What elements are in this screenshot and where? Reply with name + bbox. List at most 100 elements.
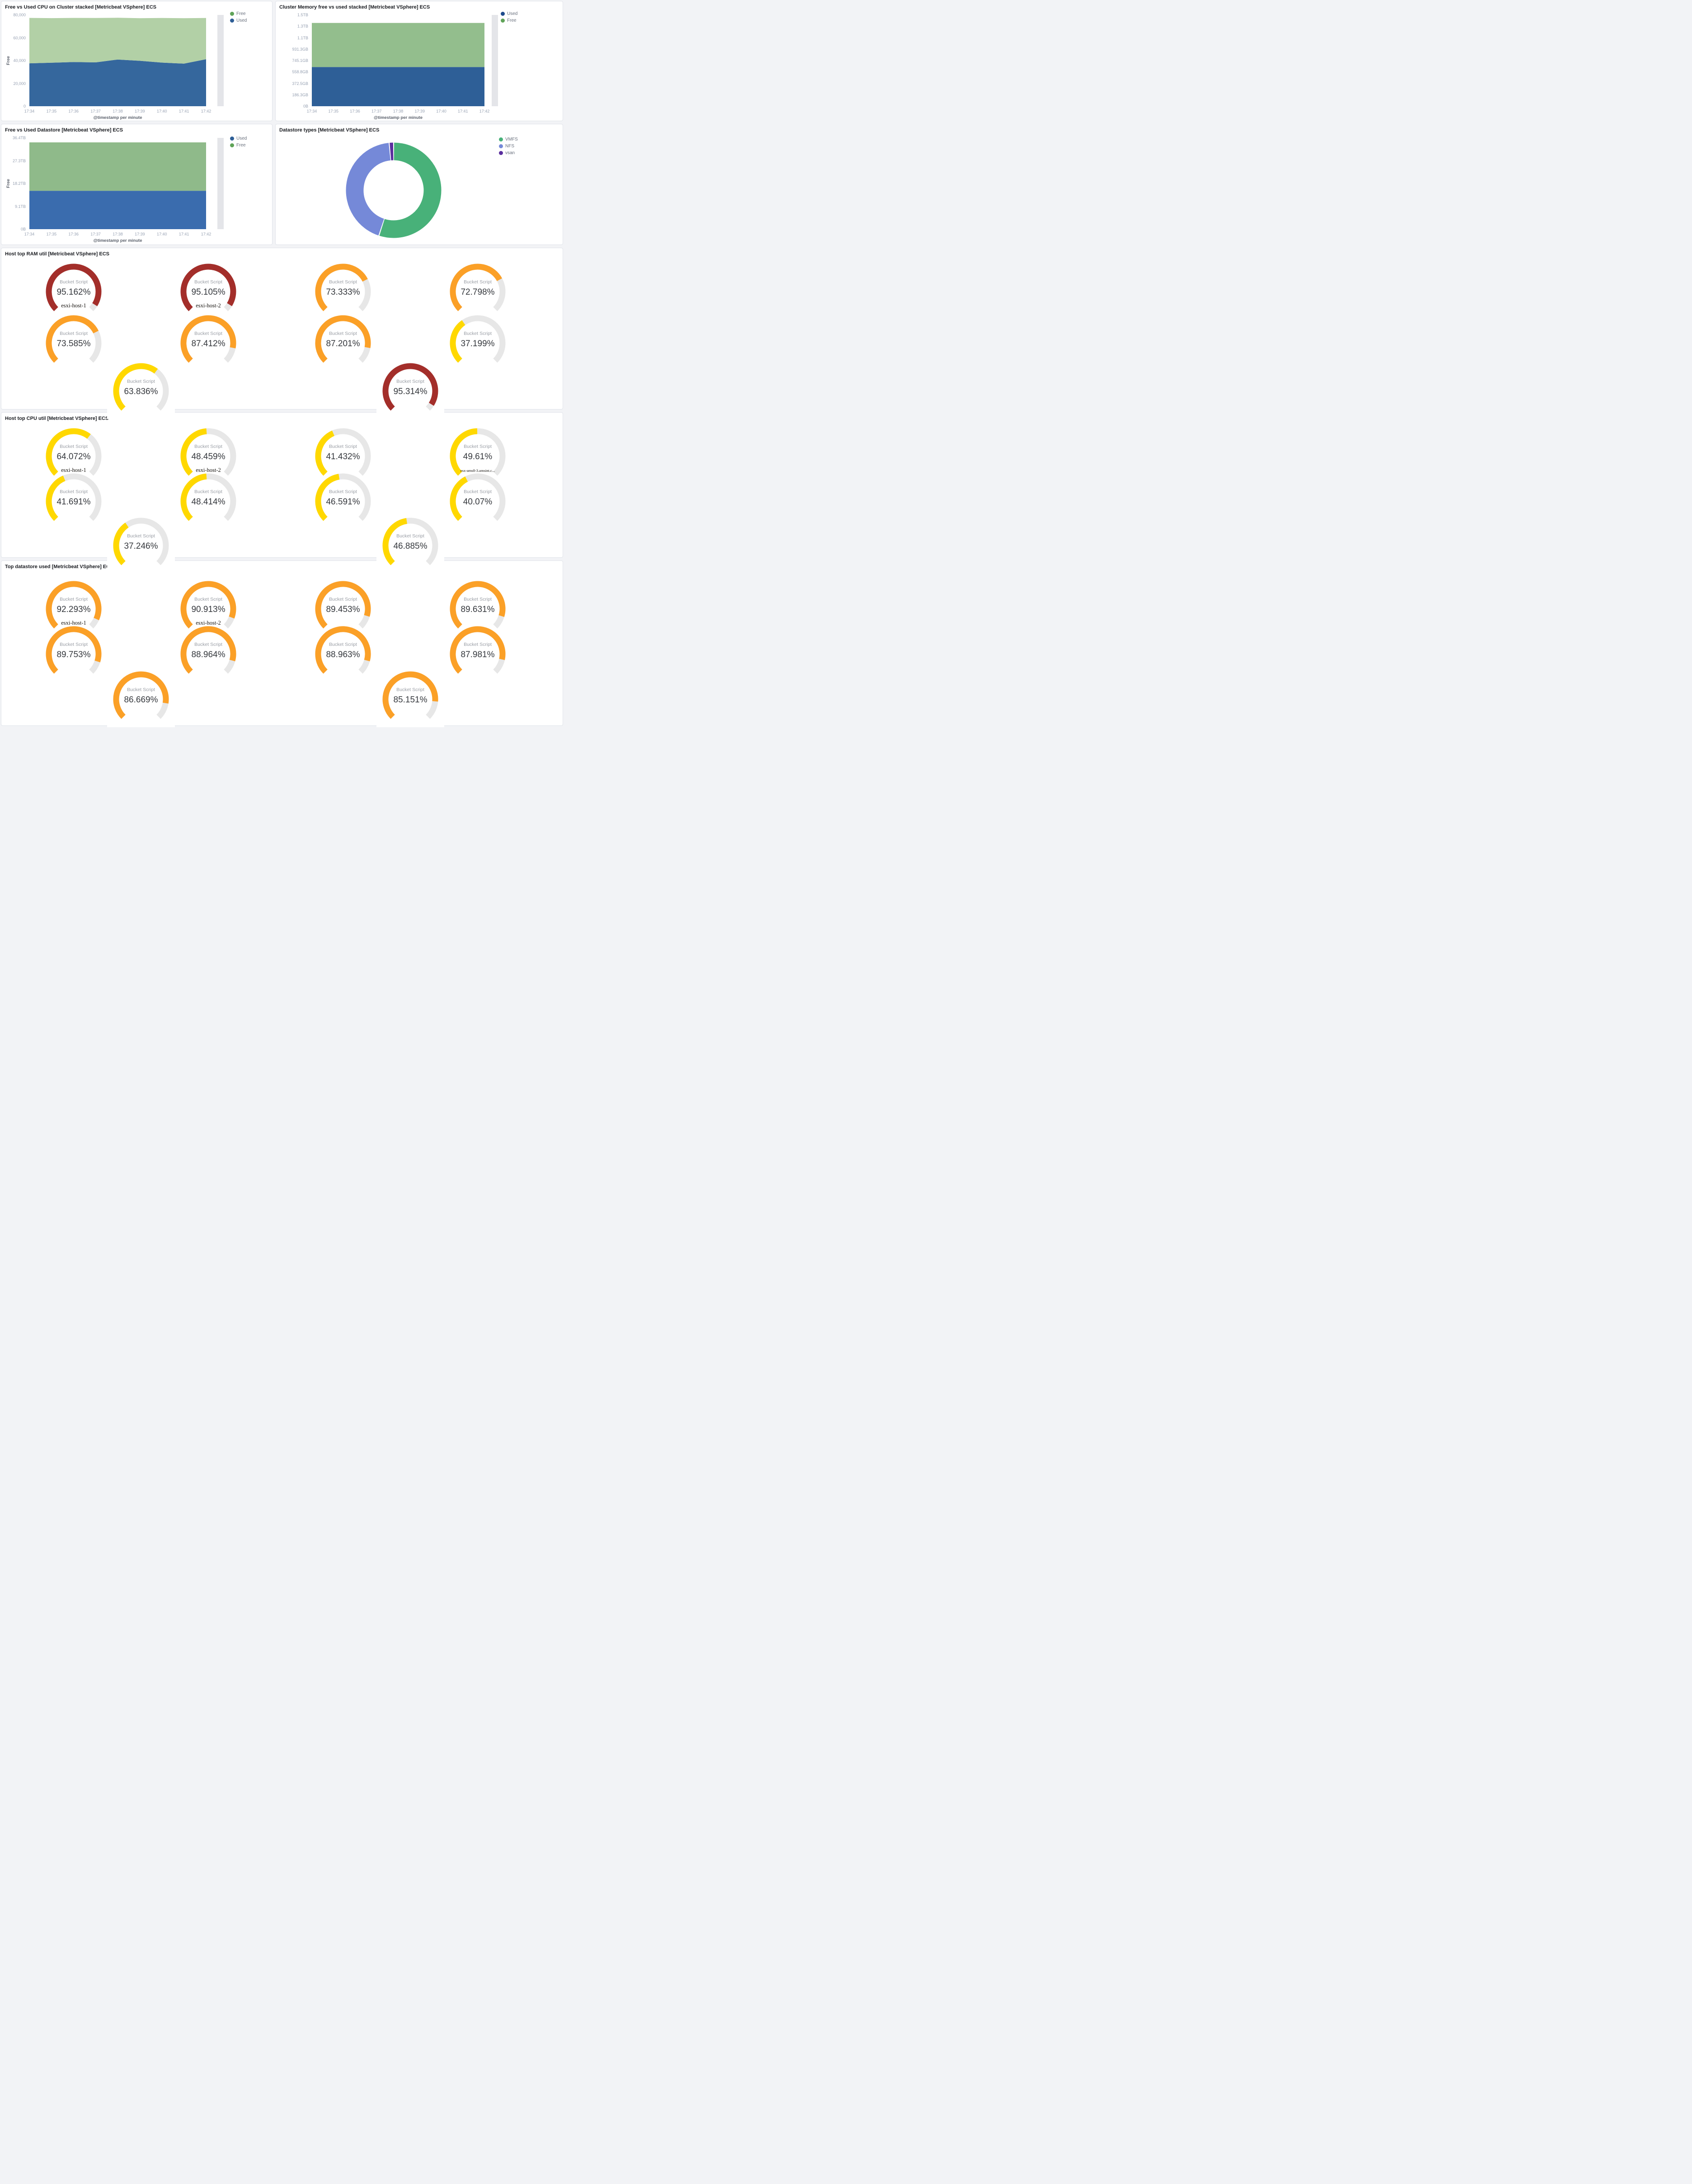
y-tick-label: 9.1TB — [14, 204, 26, 209]
gauge-metric-label: Bucket Script — [329, 331, 357, 336]
panel-title-cluster-memory[interactable]: Cluster Memory free vs used stacked [Met… — [279, 5, 430, 10]
gauge-value-arc — [450, 264, 503, 311]
gauge-value-arc — [180, 581, 236, 629]
x-tick-label: 17:34 — [306, 109, 317, 113]
gauge-value-arc — [180, 473, 207, 521]
legend-dot-free — [230, 12, 234, 16]
gauge-metric-label: Bucket Script — [60, 444, 88, 449]
y-tick-label: 18.2TB — [12, 181, 26, 186]
x-tick-label: 17:38 — [113, 232, 123, 236]
gauge-value-arc — [46, 315, 99, 363]
x-tick-label: 17:38 — [393, 109, 404, 113]
gauge-value-arc — [450, 581, 506, 629]
legend-item-free[interactable]: Free — [230, 143, 247, 148]
gauge-value-text: 87.412% — [191, 339, 225, 348]
y-tick-label: 80,000 — [13, 13, 26, 17]
y-axis-title: Free — [6, 56, 11, 66]
x-tick-label: 17:37 — [90, 232, 101, 236]
gauge-value-arc — [450, 476, 468, 521]
gauge-value-arc — [180, 626, 236, 674]
panel-title-host-cpu-util[interactable]: Host top CPU util [Metricbeat VSphere] E… — [5, 416, 109, 421]
gauge-value-text: 37.199% — [461, 339, 494, 348]
gauge-46.885: Bucket Script 46.885% — [376, 518, 444, 574]
gauge-metric-label: Bucket Script — [329, 444, 357, 449]
legend-dot-vmfs — [499, 137, 503, 141]
gauge-46.591: Bucket Script 46.591% — [309, 473, 377, 523]
gauge-value-text: 37.246% — [124, 541, 158, 551]
gauge-bucket-label: esxi-host-1 — [61, 302, 86, 309]
gauge-value-text: 92.293% — [56, 605, 90, 614]
legend-item-free[interactable]: Free — [230, 11, 247, 16]
gauge-bucket-label: esxi-host-2 — [196, 620, 221, 626]
gauge-metric-label: Bucket Script — [464, 444, 492, 449]
gauge-value-text: 88.964% — [191, 650, 225, 659]
legend-label: Used — [236, 136, 247, 141]
y-tick-label: 1.3TB — [297, 24, 308, 29]
gauge-89.753: Bucket Script 89.753% — [40, 626, 108, 676]
legend-item-nfs[interactable]: NFS — [499, 144, 518, 149]
legend-item-used[interactable]: Used — [501, 11, 517, 16]
panel-title-host-ram-util[interactable]: Host top RAM util [Metricbeat VSphere] E… — [5, 251, 110, 257]
gauge-41.432: Bucket Script 41.432% — [309, 428, 377, 478]
gauge-86.669: Bucket Script 86.669% — [107, 671, 175, 727]
gauge-value-arc — [315, 264, 368, 311]
gauge-metric-label: Bucket Script — [60, 279, 88, 285]
legend-item-vmfs[interactable]: VMFS — [499, 137, 518, 142]
gauge-88.963: Bucket Script 88.963% — [309, 626, 377, 676]
panel-title-top-datastore-used[interactable]: Top datastore used [Metricbeat VSphere] … — [5, 564, 113, 570]
legend-label: Free — [236, 11, 246, 16]
gauge-value-text: 41.432% — [326, 452, 360, 461]
panel-title-cpu-cluster[interactable]: Free vs Used CPU on Cluster stacked [Met… — [5, 5, 156, 10]
panel-title-datastore-area[interactable]: Free vs Used Datastore [Metricbeat VSphe… — [5, 127, 123, 133]
panel-cpu-cluster: Free vs Used CPU on Cluster stacked [Met… — [1, 1, 273, 121]
x-tick-label: 17:41 — [457, 109, 468, 113]
legend-item-free[interactable]: Free — [501, 18, 517, 23]
legend-item-vsan[interactable]: vsan — [499, 151, 518, 155]
x-tick-label: 17:37 — [90, 109, 101, 113]
gauge-value-arc — [113, 671, 169, 719]
gauge-value-text: 89.753% — [56, 650, 90, 659]
gauge-metric-label: Bucket Script — [396, 687, 424, 692]
y-axis-title: Free — [6, 179, 11, 188]
y-tick-label: 745.1GB — [292, 58, 308, 63]
gauge-bucket-label: esxi-host-1 — [61, 620, 86, 626]
gauge-value-arc — [450, 428, 478, 476]
x-tick-label: 17:36 — [350, 109, 360, 113]
gauge-metric-label: Bucket Script — [329, 489, 357, 494]
gauge-value-text: 64.072% — [56, 452, 90, 461]
chart-legend: VMFS NFS vsan — [499, 137, 518, 155]
pie-slice-vmfs[interactable] — [379, 142, 442, 238]
legend-item-used[interactable]: Used — [230, 136, 247, 141]
panel-title-datastore-types[interactable]: Datastore types [Metricbeat VSphere] ECS — [279, 127, 380, 133]
gauge-89.453: Bucket Script 89.453% — [309, 581, 377, 631]
y-tick-label: 60,000 — [13, 35, 26, 40]
y-tick-label: 0B — [20, 227, 26, 231]
gauge-metric-label: Bucket Script — [60, 331, 88, 336]
dashboard-canvas: Free vs Used CPU on Cluster stacked [Met… — [0, 0, 564, 729]
gauge-metric-label: Bucket Script — [127, 379, 155, 384]
x-tick-label: 17:40 — [436, 109, 446, 113]
gauge-87.201: Bucket Script 87.201% — [309, 315, 377, 365]
gauge-value-arc — [46, 264, 102, 311]
gauge-88.964: Bucket Script 88.964% — [174, 626, 242, 676]
gauge-63.836: Bucket Script 63.836% — [107, 363, 175, 419]
gauge-value-arc — [180, 264, 236, 311]
legend-label: Free — [507, 18, 517, 23]
gauge-value-text: 87.201% — [326, 339, 360, 348]
x-tick-label: 17:35 — [328, 109, 339, 113]
pie-slice-nfs[interactable] — [346, 143, 391, 235]
x-tick-label: 17:41 — [179, 232, 189, 236]
y-tick-label: 931.3GB — [292, 47, 308, 52]
gauge-metric-label: Bucket Script — [464, 597, 492, 602]
gauge-value-text: 73.333% — [326, 287, 360, 297]
legend-item-used[interactable]: Used — [230, 18, 247, 23]
gauge-metric-label: Bucket Script — [396, 533, 424, 539]
gauge-esxi-host-2: Bucket Script 95.105% esxi-host-2 — [174, 264, 242, 313]
gauge-72.798: Bucket Script 72.798% — [444, 264, 512, 313]
y-tick-label: 558.8GB — [292, 70, 308, 75]
legend-dot-free — [501, 19, 505, 23]
gauge-metric-label: Bucket Script — [127, 687, 155, 692]
gauge-value-arc — [315, 626, 371, 674]
gauge-metric-label: Bucket Script — [127, 533, 155, 539]
gauge-value-arc — [46, 428, 91, 476]
